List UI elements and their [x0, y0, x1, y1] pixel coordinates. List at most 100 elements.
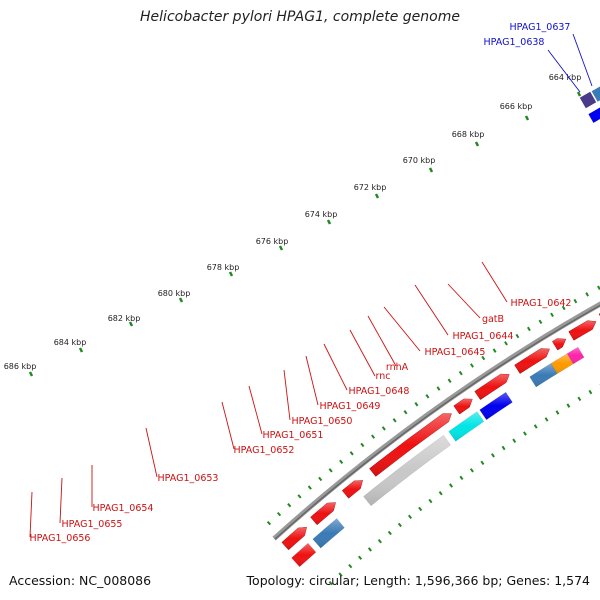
label-leader	[221, 401, 235, 450]
feature-label: HPAG1_0652	[234, 445, 295, 456]
inner-minor-tick	[338, 572, 343, 577]
inner-minor-tick	[377, 538, 382, 544]
label-leader	[323, 343, 348, 391]
gene-forward-shading	[514, 348, 550, 374]
ruler-tick-label: 686 kbp	[4, 362, 37, 371]
ruler-minor-tick	[381, 426, 386, 431]
feature-label: gatB	[482, 314, 504, 325]
gene-reverse-shading	[291, 543, 316, 567]
map-title: Helicobacter pylori HPAG1, complete geno…	[140, 9, 460, 25]
gene-reverse-shading	[363, 435, 451, 506]
accession-value: NC_008086	[79, 573, 152, 588]
accession-text: Accession: NC_008086	[9, 573, 151, 588]
ruler-major-tick	[374, 193, 380, 199]
gene-reverse-shading	[312, 518, 345, 549]
gene-forward-shading	[552, 338, 566, 351]
ruler-major-tick	[178, 297, 184, 303]
inner-minor-tick	[407, 514, 413, 520]
ruler-minor-tick	[414, 402, 419, 407]
ruler-major-tick	[576, 91, 582, 97]
ruler-minor-tick	[573, 298, 578, 304]
ruler-minor-tick	[339, 459, 344, 464]
feature-label: HPAG1_0648	[349, 386, 410, 397]
inner-minor-tick	[387, 530, 392, 536]
label-leader	[367, 315, 397, 367]
ruler-tick-label: 674 kbp	[305, 210, 338, 219]
gene-0638	[579, 91, 597, 109]
inner-minor-tick	[348, 563, 353, 569]
feature-label: HPAG1_0645	[425, 347, 486, 358]
length-label: Length:	[363, 573, 411, 588]
gene-0637	[591, 86, 600, 102]
gene-forward-shading	[453, 398, 473, 415]
label-leader	[305, 355, 319, 406]
inner-minor-tick	[555, 410, 560, 415]
inner-minor-tick	[397, 522, 402, 528]
feature-label: HPAG1_0650	[292, 416, 353, 427]
feature-label: HPAG1_0649	[320, 401, 381, 412]
gene-forward-shading	[342, 480, 363, 499]
feature-label: rnc	[376, 371, 391, 382]
ruler-minor-tick	[436, 386, 441, 391]
ruler-major-tick	[326, 219, 332, 225]
label-leader-blue	[547, 49, 581, 93]
ruler-major-tick	[228, 271, 234, 277]
label-leader	[283, 369, 291, 421]
gene-reverse-shading	[550, 353, 574, 374]
inner-minor-tick	[367, 547, 372, 552]
inner-minor-tick	[544, 417, 549, 422]
ruler-major-tick	[78, 347, 84, 353]
ruler-minor-tick	[458, 370, 463, 376]
feature-label: HPAG1_0642	[511, 298, 572, 309]
inner-minor-tick	[358, 555, 363, 560]
inner-minor-tick	[469, 468, 474, 473]
ruler-minor-tick	[297, 494, 302, 499]
label-leader-blue	[572, 33, 593, 87]
gene-reverse-shading	[448, 411, 484, 442]
label-leader-lines	[29, 33, 593, 538]
inner-minor-tick	[490, 453, 495, 458]
inner-minor-tick	[480, 460, 485, 465]
topology-label: Topology:	[246, 573, 306, 588]
ruler-tick-label: 668 kbp	[452, 130, 485, 139]
label-leader	[248, 385, 263, 435]
ruler-major-tick	[428, 167, 434, 173]
inner-minor-tick	[577, 396, 582, 402]
ruler-tick-label: 670 kbp	[403, 156, 436, 165]
ruler-major-tick	[278, 245, 284, 251]
ruler-minor-tick	[307, 485, 312, 490]
ruler-minor-tick	[470, 363, 474, 368]
label-leader	[349, 329, 376, 377]
inner-minor-tick	[533, 424, 538, 429]
ruler-minor-tick	[527, 326, 531, 332]
ruler-minor-tick	[266, 520, 271, 526]
ruler-major-tick	[28, 371, 34, 377]
ruler-minor-tick	[585, 292, 589, 297]
ruler-minor-tick	[276, 511, 282, 517]
label-leader	[414, 284, 449, 336]
ruler-minor-tick	[371, 434, 376, 439]
label-leader	[59, 477, 63, 524]
gene-reverse-shading	[529, 363, 558, 387]
inner-minor-tick	[418, 506, 423, 512]
inner-minor-tick	[588, 389, 593, 395]
inner-minor-tick	[449, 483, 454, 488]
label-leader	[29, 491, 33, 538]
feature-labels: HPAG1_0642 gatB HPAG1_0644 HPAG1_0645 rnhArn…	[30, 22, 572, 544]
feature-label: HPAG1_0654	[93, 503, 154, 514]
ruler-minor-tick	[425, 394, 430, 399]
inner-minor-tick	[501, 445, 506, 451]
ruler-tick-label: 678 kbp	[207, 263, 240, 272]
ruler-minor-tick	[515, 333, 520, 339]
ruler-tick-label: 684 kbp	[54, 338, 87, 347]
ruler-minor-tick	[447, 378, 452, 383]
ruler-tick-label: 682 kbp	[108, 314, 141, 323]
ruler-minor-tick	[481, 355, 486, 361]
gene-reverse-shading	[567, 347, 585, 364]
ruler-minor-tick	[538, 319, 543, 325]
ruler-major-tick	[474, 141, 480, 147]
gene-forward-shading	[568, 320, 597, 341]
label-leader	[481, 261, 508, 303]
gene-reverse-edge	[588, 107, 600, 123]
